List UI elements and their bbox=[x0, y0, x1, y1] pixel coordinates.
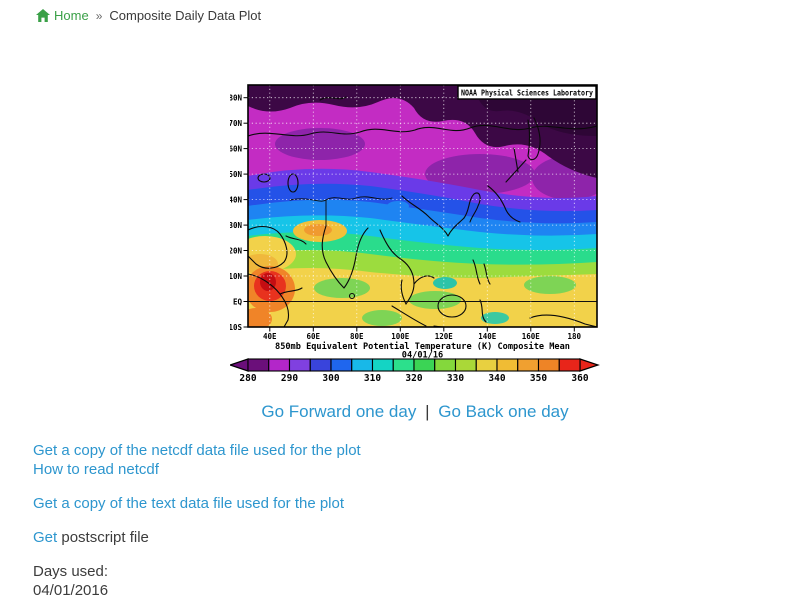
lon-axis-label: 180 bbox=[568, 332, 582, 341]
lat-axis-label: EQ bbox=[233, 297, 243, 306]
noaa-credit-box: NOAA Physical Sciences Laboratory bbox=[457, 85, 597, 100]
text-data-file-link[interactable]: Get a copy of the text data file used fo… bbox=[33, 495, 345, 512]
lon-axis-label: 160E bbox=[522, 332, 541, 341]
lat-axis-label: 20N bbox=[230, 246, 242, 255]
breadcrumb-home-link[interactable]: Home bbox=[36, 8, 89, 23]
postscript-get-link[interactable]: Get bbox=[33, 529, 58, 546]
colorbar-segment bbox=[434, 358, 457, 372]
postscript-block: Get postscript file bbox=[33, 528, 361, 547]
go-back-link[interactable]: Go Back one day bbox=[438, 402, 569, 421]
colorbar-segment bbox=[247, 358, 270, 372]
home-icon bbox=[36, 9, 50, 22]
lon-axis-label: 140E bbox=[478, 332, 497, 341]
colorbar-segment bbox=[392, 358, 415, 372]
file-links-section: Get a copy of the netcdf data file used … bbox=[33, 441, 361, 599]
colorbar-segment bbox=[288, 358, 311, 372]
colorbar-segment bbox=[558, 358, 581, 372]
colorbar-segment bbox=[330, 358, 353, 372]
lat-axis-label: 30N bbox=[230, 221, 242, 230]
how-to-read-netcdf-link[interactable]: How to read netcdf bbox=[33, 461, 159, 478]
lon-axis: 40E 60E 80E 100E 120E 140E 160E 180 bbox=[263, 327, 582, 341]
netcdf-file-link[interactable]: Get a copy of the netcdf data file used … bbox=[33, 442, 361, 459]
noaa-credit-label: NOAA Physical Sciences Laboratory bbox=[461, 89, 593, 98]
daynav-separator: | bbox=[425, 402, 430, 421]
breadcrumb-separator: » bbox=[95, 8, 103, 23]
colorbar-tick-label: 310 bbox=[364, 373, 381, 384]
breadcrumb-home-label: Home bbox=[54, 8, 89, 23]
colorbar-tick-label: 350 bbox=[530, 373, 547, 384]
lon-axis-label: 80E bbox=[350, 332, 364, 341]
colorbar-tick-label: 330 bbox=[447, 373, 464, 384]
plot-caption: 850mb Equivalent Potential Temperature (… bbox=[275, 341, 570, 352]
coastlines bbox=[248, 96, 597, 327]
day-navigation: Go Forward one day | Go Back one day bbox=[0, 402, 800, 422]
lat-axis-label: 50N bbox=[230, 170, 242, 179]
netcdf-links-block: Get a copy of the netcdf data file used … bbox=[33, 441, 361, 479]
colorbar-above-max-arrow bbox=[579, 358, 600, 372]
colorbar-tick-label: 280 bbox=[239, 373, 256, 384]
colorbar-tick-label: 290 bbox=[281, 373, 298, 384]
lat-axis-label: 80N bbox=[230, 94, 242, 103]
colorbar-tick-label: 360 bbox=[571, 373, 588, 384]
breadcrumb-current: Composite Daily Data Plot bbox=[109, 8, 262, 23]
days-used-label: Days used: bbox=[33, 563, 109, 580]
days-used-section: Days used: 04/01/2016 bbox=[33, 562, 361, 599]
lon-axis-label: 120E bbox=[435, 332, 454, 341]
lat-axis-label: 70N bbox=[230, 119, 242, 128]
colorbar-segment bbox=[475, 358, 498, 372]
colorbar-segment bbox=[371, 358, 394, 372]
days-used-date: 04/01/2016 bbox=[33, 582, 109, 599]
lat-axis-label: 10N bbox=[230, 272, 242, 281]
colorbar-segment bbox=[517, 358, 540, 372]
colorbar-tick-label: 340 bbox=[488, 373, 505, 384]
colorbar-segment bbox=[309, 358, 332, 372]
lon-axis-label: 40E bbox=[263, 332, 277, 341]
colorbar-tick-label: 320 bbox=[405, 373, 422, 384]
breadcrumb: Home » Composite Daily Data Plot bbox=[36, 8, 261, 23]
map-contour-art bbox=[248, 85, 597, 327]
map-gridlines bbox=[248, 85, 597, 327]
lon-axis-label: 60E bbox=[307, 332, 321, 341]
go-forward-link[interactable]: Go Forward one day bbox=[261, 402, 417, 421]
colorbar-segment bbox=[537, 358, 560, 372]
colorbar-segment bbox=[268, 358, 291, 372]
colorbar-segment bbox=[454, 358, 477, 372]
map-frame bbox=[247, 84, 598, 328]
colorbar-tick-label: 300 bbox=[322, 373, 339, 384]
colorbar-segment bbox=[351, 358, 374, 372]
lat-axis-label: 60N bbox=[230, 144, 242, 153]
colorbar: 280 290 300 310 320 330 340 350 360 bbox=[230, 358, 600, 384]
postscript-suffix-text: postscript file bbox=[57, 529, 149, 546]
plot-caption-date: 04/01/16 bbox=[402, 351, 443, 361]
text-file-block: Get a copy of the text data file used fo… bbox=[33, 494, 361, 513]
lat-axis-label: 10S bbox=[230, 323, 242, 332]
colorbar-segment bbox=[413, 358, 436, 372]
colorbar-segment bbox=[496, 358, 519, 372]
lat-axis: 80N 70N 60N 50N 40N 30N 20N 10N EQ 10S bbox=[230, 94, 248, 332]
lon-axis-label: 100E bbox=[391, 332, 410, 341]
composite-plot-image: NOAA Physical Sciences Laboratory 80N 70N… bbox=[230, 78, 600, 385]
colorbar-below-min-arrow bbox=[230, 358, 249, 372]
lat-axis-label: 40N bbox=[230, 195, 242, 204]
